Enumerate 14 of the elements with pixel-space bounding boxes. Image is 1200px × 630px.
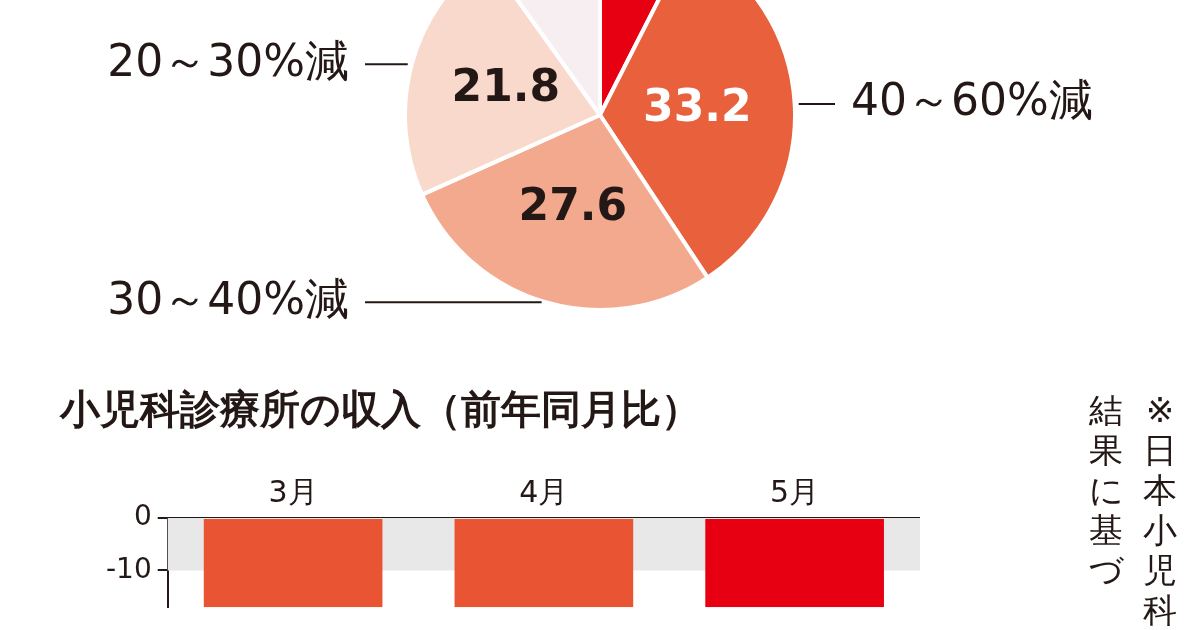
data-label: 27.6 — [518, 179, 628, 231]
slice-label: 20～30%減 — [107, 34, 349, 86]
slice-label: 40～60%減 — [851, 74, 1093, 126]
x-tick-label: 3月 — [268, 473, 318, 509]
slice-label: 30～40%減 — [107, 272, 349, 324]
x-tick-label: 4月 — [519, 473, 569, 509]
data-label: 21.8 — [451, 60, 561, 112]
text: 結果に基づ — [1088, 390, 1124, 590]
y-tick-label: -10 — [106, 551, 152, 585]
chart-title: 小児科診療所の収入（前年同月比） — [60, 385, 701, 434]
text: ※日本小児科 — [1143, 390, 1177, 630]
y-tick-label: 0 — [133, 499, 152, 533]
data-label: 33.2 — [643, 79, 752, 131]
x-tick-label: 5月 — [770, 473, 820, 509]
